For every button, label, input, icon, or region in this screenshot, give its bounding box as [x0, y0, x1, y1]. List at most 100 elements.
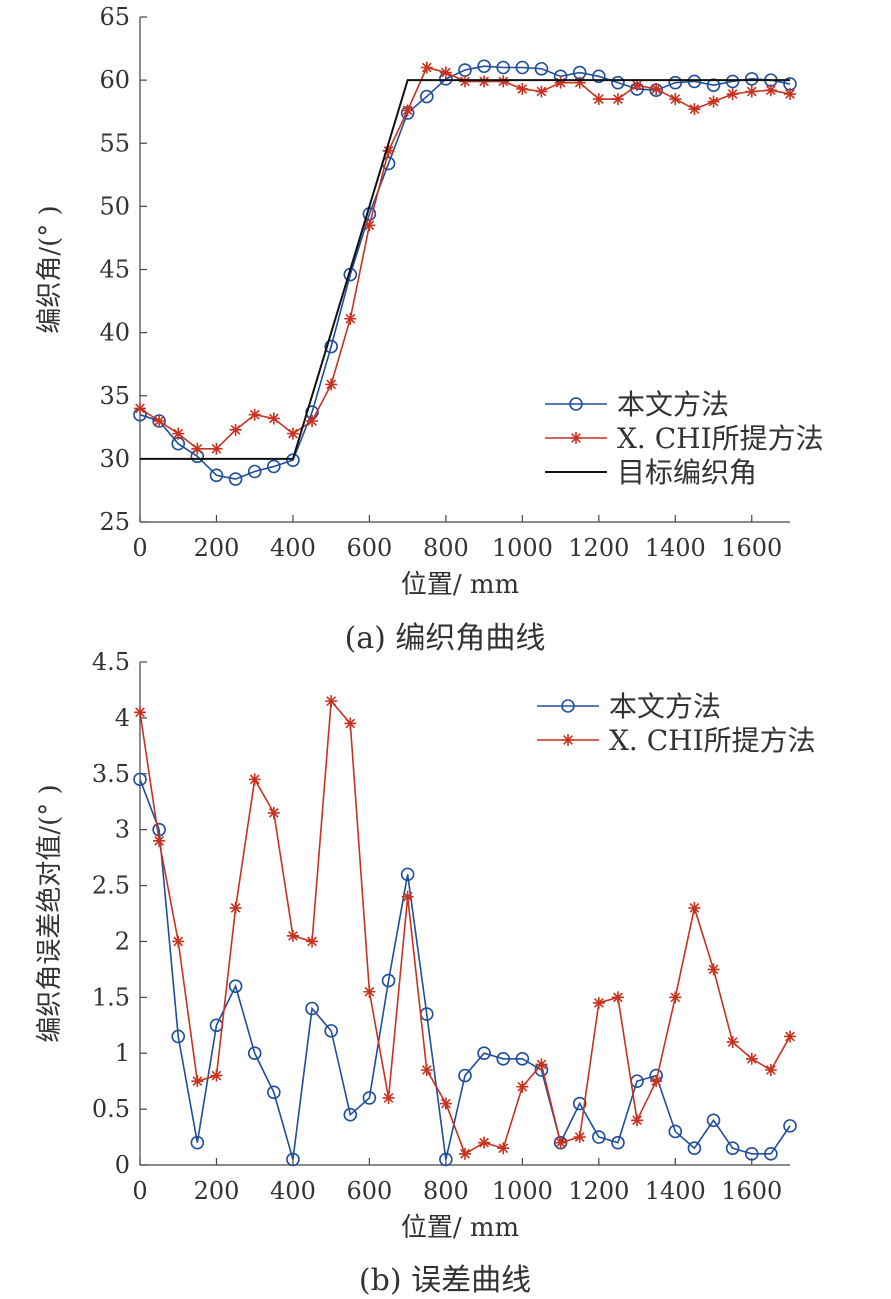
- legend-label: X. CHI所提方法: [609, 724, 816, 757]
- data-point: [439, 1152, 453, 1167]
- x-axis-label: 位置/ mm: [401, 1213, 519, 1243]
- data-point: [706, 1113, 721, 1128]
- figure-caption: (a) 编织角曲线: [345, 621, 546, 656]
- data-point: [420, 1063, 433, 1076]
- data-point: [726, 88, 739, 101]
- data-point: [210, 442, 223, 455]
- legend-label: X. CHI所提方法: [617, 422, 824, 455]
- data-point: [745, 1052, 758, 1065]
- y-tick-label: 45: [99, 256, 130, 284]
- data-point: [478, 75, 491, 88]
- x-tick-label: 1600: [721, 1177, 782, 1205]
- figure-caption: (b) 误差曲线: [359, 1263, 531, 1298]
- x-tick-label: 600: [347, 534, 393, 562]
- chart-b: 0 0.5 1 1.5 2 2.5 3 3.5 4 4.5 0 200 400 600 800 1000 120…: [35, 648, 816, 1298]
- data-point: [478, 1136, 491, 1149]
- data-point: [554, 76, 567, 89]
- data-point: [611, 991, 624, 1004]
- data-point: [286, 929, 299, 942]
- data-point: [153, 834, 166, 847]
- data-point: [477, 59, 491, 74]
- data-point: [400, 867, 415, 882]
- data-point: [382, 144, 395, 157]
- data-point: [401, 890, 414, 903]
- data-point: [344, 717, 357, 730]
- data-point: [611, 75, 625, 90]
- x-tick-label: 1000: [492, 1177, 553, 1205]
- legend-marker: [561, 699, 575, 713]
- data-point: [592, 996, 605, 1009]
- data-point: [764, 1147, 778, 1161]
- x-tick-label: 1400: [645, 534, 706, 562]
- data-point: [172, 935, 185, 948]
- data-point: [687, 1141, 702, 1156]
- data-point: [191, 1075, 204, 1088]
- chart-a: 25 30 35 40 45 50 55 60 65 0 200 400 600 800 1000 1200 1…: [35, 3, 824, 656]
- data-point: [783, 1119, 797, 1133]
- x-tick-label: 0: [132, 534, 147, 562]
- x-tick-label: 600: [347, 1177, 393, 1205]
- y-tick-label: 30: [99, 445, 130, 473]
- x-tick-label: 800: [423, 1177, 469, 1205]
- x-tick-label: 1000: [492, 534, 553, 562]
- data-point: [134, 706, 146, 719]
- y-tick-label: 50: [99, 192, 130, 220]
- data-point: [248, 408, 261, 421]
- data-point: [267, 459, 281, 474]
- x-tick-label: 200: [194, 1177, 240, 1205]
- y-tick-label: 1.5: [92, 983, 130, 1011]
- data-point: [228, 979, 243, 993]
- series-line: [139, 779, 791, 1160]
- data-point: [497, 1142, 510, 1155]
- data-point: [726, 1036, 739, 1049]
- data-point: [133, 772, 147, 787]
- data-point: [325, 378, 338, 391]
- y-axis-label: 编织角/(° ): [35, 205, 65, 333]
- legend-label: 目标编织角: [617, 456, 757, 489]
- data-point: [381, 973, 396, 988]
- data-point: [229, 901, 242, 914]
- data-point: [419, 89, 434, 104]
- y-tick-label: 35: [99, 382, 130, 410]
- data-point: [516, 82, 529, 95]
- series-xchi: [134, 695, 796, 1160]
- data-point: [744, 72, 759, 86]
- data-point: [190, 1135, 205, 1150]
- y-tick-label: 0.5: [92, 1095, 130, 1123]
- data-point: [459, 1147, 471, 1160]
- data-point: [172, 427, 185, 440]
- data-point: [325, 695, 338, 708]
- data-point: [247, 464, 262, 479]
- data-point: [247, 1046, 262, 1061]
- series-line: [139, 699, 791, 1155]
- data-point: [515, 60, 530, 75]
- data-point: [687, 74, 702, 89]
- data-point: [592, 93, 605, 106]
- y-tick-label: 2: [115, 927, 130, 955]
- data-point: [650, 1075, 663, 1088]
- legend-marker: [570, 432, 582, 444]
- data-point: [497, 75, 510, 88]
- data-point: [611, 93, 624, 106]
- legend-label: 本文方法: [617, 388, 729, 421]
- data-point: [420, 61, 433, 74]
- y-tick-label: 55: [99, 129, 130, 157]
- data-point: [688, 901, 701, 914]
- series-target: [140, 79, 790, 460]
- data-point: [496, 60, 511, 75]
- data-point: [668, 1124, 683, 1139]
- data-point: [516, 1080, 529, 1093]
- x-tick-label: 0: [132, 1177, 147, 1205]
- data-point: [631, 1114, 644, 1127]
- data-point: [153, 415, 166, 427]
- y-axis-label: 编织角误差绝对值/(° ): [35, 784, 65, 1042]
- data-point: [764, 1063, 777, 1076]
- data-point: [631, 79, 644, 92]
- data-point: [286, 427, 299, 440]
- data-point: [573, 76, 586, 89]
- series-proposed: [133, 772, 797, 1167]
- y-tick-label: 3.5: [92, 760, 130, 788]
- data-point: [535, 1058, 548, 1071]
- y-tick-label: 3: [115, 816, 130, 844]
- y-tick-label: 4: [115, 704, 130, 732]
